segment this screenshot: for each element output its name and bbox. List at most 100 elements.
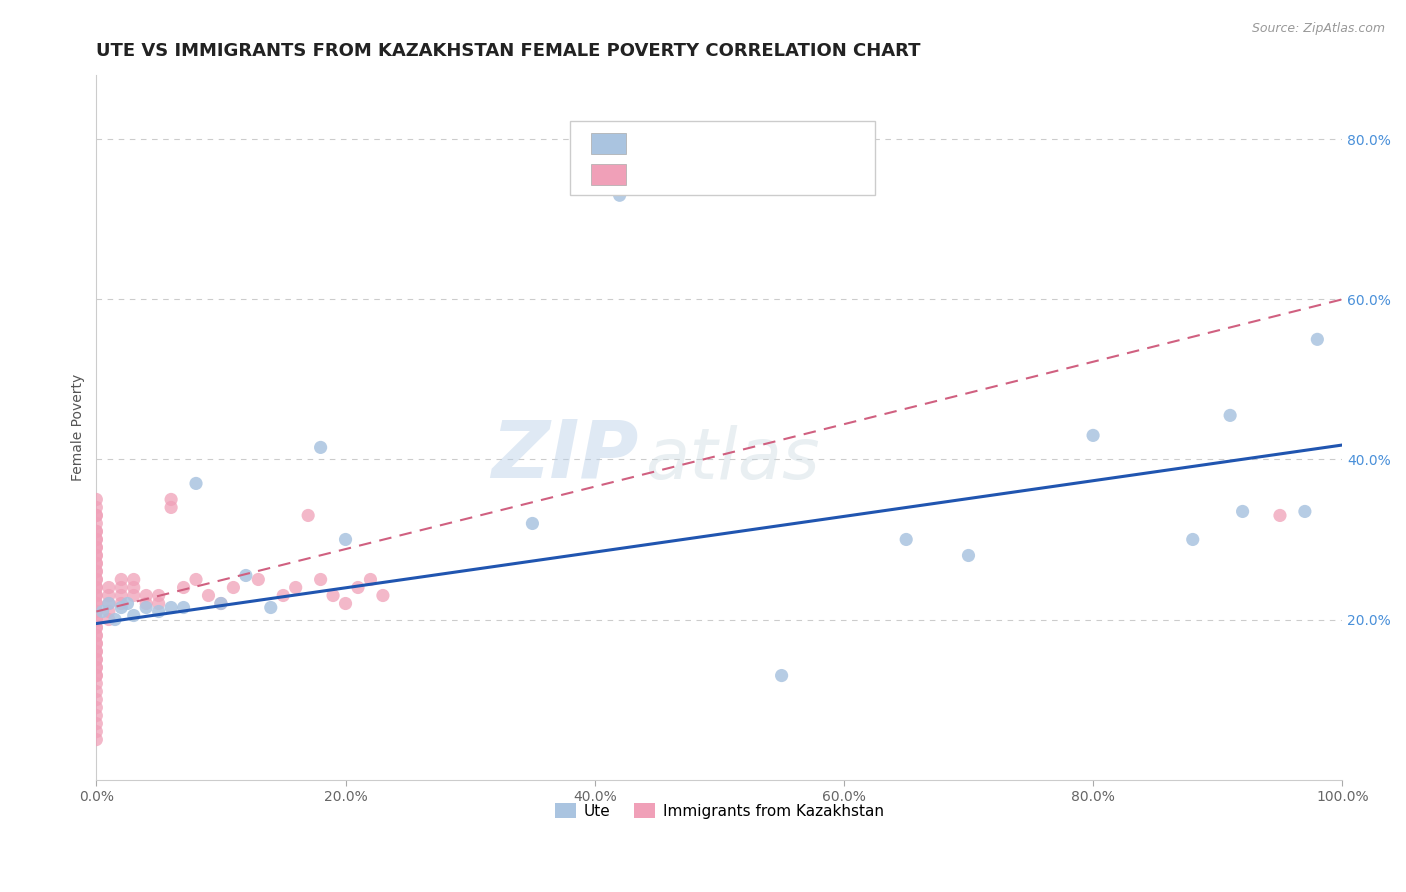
Point [309,441,332,455]
Point [135,600,157,615]
Text: atlas: atlas [644,425,820,493]
Point [86,636,108,650]
Point [86,573,108,587]
Point [86,732,108,747]
Point [184,573,207,587]
Point [117,597,139,611]
Point [86,581,108,595]
Point [359,573,381,587]
Point [184,476,207,491]
FancyBboxPatch shape [591,163,626,185]
Point [222,581,245,595]
Point [86,533,108,547]
Point [86,620,108,634]
Point [86,549,108,563]
Point [1306,332,1329,346]
Point [160,600,183,615]
Point [284,581,307,595]
Point [110,573,132,587]
Point [86,628,108,642]
Point [148,597,170,611]
Point [1219,409,1241,423]
Point [160,492,183,507]
Point [86,605,108,619]
Point [97,589,120,603]
Point [173,600,195,615]
Point [86,557,108,571]
Point [371,589,394,603]
Point [86,676,108,690]
Point [770,668,793,682]
Point [97,597,120,611]
Point [309,573,332,587]
Point [122,589,145,603]
Point [135,597,157,611]
Point [135,589,157,603]
Point [247,573,270,587]
Point [86,533,108,547]
Point [86,500,108,515]
Point [86,692,108,706]
Point [97,597,120,611]
Point [86,708,108,723]
Point [160,500,183,515]
Text: R = 0.059   N = 86: R = 0.059 N = 86 [641,165,797,183]
Point [148,589,170,603]
Point [86,589,108,603]
Point [97,613,120,627]
Point [260,600,283,615]
Text: Source: ZipAtlas.com: Source: ZipAtlas.com [1251,22,1385,36]
Point [86,684,108,698]
Point [322,589,344,603]
Point [86,508,108,523]
Point [1081,428,1104,442]
Point [86,581,108,595]
Point [86,613,108,627]
Y-axis label: Female Poverty: Female Poverty [72,374,86,481]
Point [347,581,370,595]
Point [1268,508,1291,523]
Point [86,573,108,587]
Point [91,605,114,619]
Point [110,581,132,595]
Point [197,589,219,603]
Point [86,644,108,658]
Point [86,652,108,666]
Text: ZIP: ZIP [491,417,638,494]
Point [122,581,145,595]
Point [104,613,127,627]
Point [86,700,108,714]
Point [86,636,108,650]
Point [86,541,108,555]
Point [86,652,108,666]
Point [110,589,132,603]
Point [86,549,108,563]
Point [86,644,108,658]
Point [86,565,108,579]
Point [957,549,980,563]
Point [110,597,132,611]
Point [86,492,108,507]
Point [86,668,108,682]
Point [86,605,108,619]
Point [122,608,145,623]
Point [86,620,108,634]
Point [297,508,319,523]
Point [86,724,108,739]
Legend: Ute, Immigrants from Kazakhstan: Ute, Immigrants from Kazakhstan [548,797,890,825]
Point [86,660,108,674]
Point [86,597,108,611]
Point [110,600,132,615]
Point [86,597,108,611]
FancyBboxPatch shape [591,133,626,154]
Point [896,533,918,547]
Point [1232,504,1254,518]
Text: R = 0.477   N = 27: R = 0.477 N = 27 [641,135,797,153]
Point [335,533,357,547]
Point [209,597,232,611]
Point [86,613,108,627]
Point [86,557,108,571]
Point [173,581,195,595]
Text: UTE VS IMMIGRANTS FROM KAZAKHSTAN FEMALE POVERTY CORRELATION CHART: UTE VS IMMIGRANTS FROM KAZAKHSTAN FEMALE… [97,42,921,60]
Point [235,568,257,582]
